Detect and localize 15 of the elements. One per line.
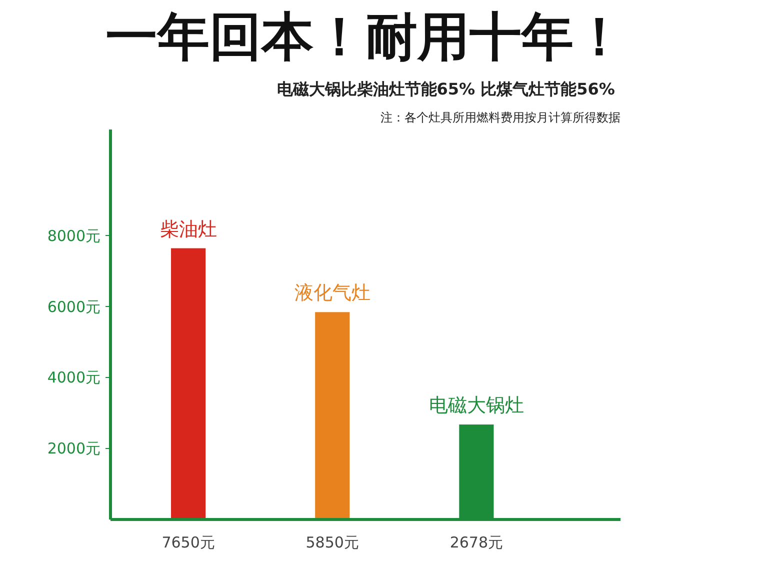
data-label: 7650元 [162, 534, 215, 552]
x-tick-label: 电磁大锅灶 [428, 394, 524, 417]
y-tick-label: 2000元 [47, 440, 101, 458]
x-tick-label: 柴油灶 [160, 218, 217, 240]
bar [171, 248, 206, 520]
x-tick-label: 液化气灶 [294, 282, 370, 304]
text: 注：各个灶具所用燃料费用按月计算所得数据 [380, 110, 620, 124]
bar [315, 312, 350, 520]
data-label: 5850元 [306, 534, 359, 552]
chart-title: 一年回本！耐用十年！ [106, 8, 626, 68]
data-label: 2678元 [450, 534, 504, 552]
chart-subtitle: 电磁大锅比柴油灶节能65% 比煤气灶节能56% [276, 80, 615, 98]
y-tick-label: 8000元 [47, 226, 101, 245]
y-tick-label: 6000元 [47, 298, 101, 316]
y-tick-label: 4000元 [47, 368, 101, 387]
